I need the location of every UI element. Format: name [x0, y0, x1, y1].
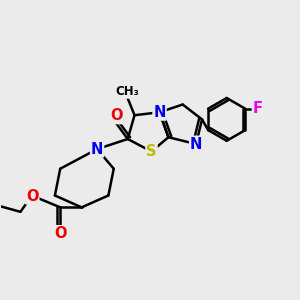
Text: O: O	[54, 226, 67, 241]
Text: F: F	[253, 101, 263, 116]
Text: N: N	[190, 136, 202, 152]
Text: O: O	[110, 108, 123, 123]
Text: O: O	[26, 189, 38, 204]
Text: CH₃: CH₃	[115, 85, 139, 98]
Text: S: S	[146, 144, 157, 159]
Text: N: N	[91, 142, 103, 157]
Text: N: N	[153, 105, 166, 120]
